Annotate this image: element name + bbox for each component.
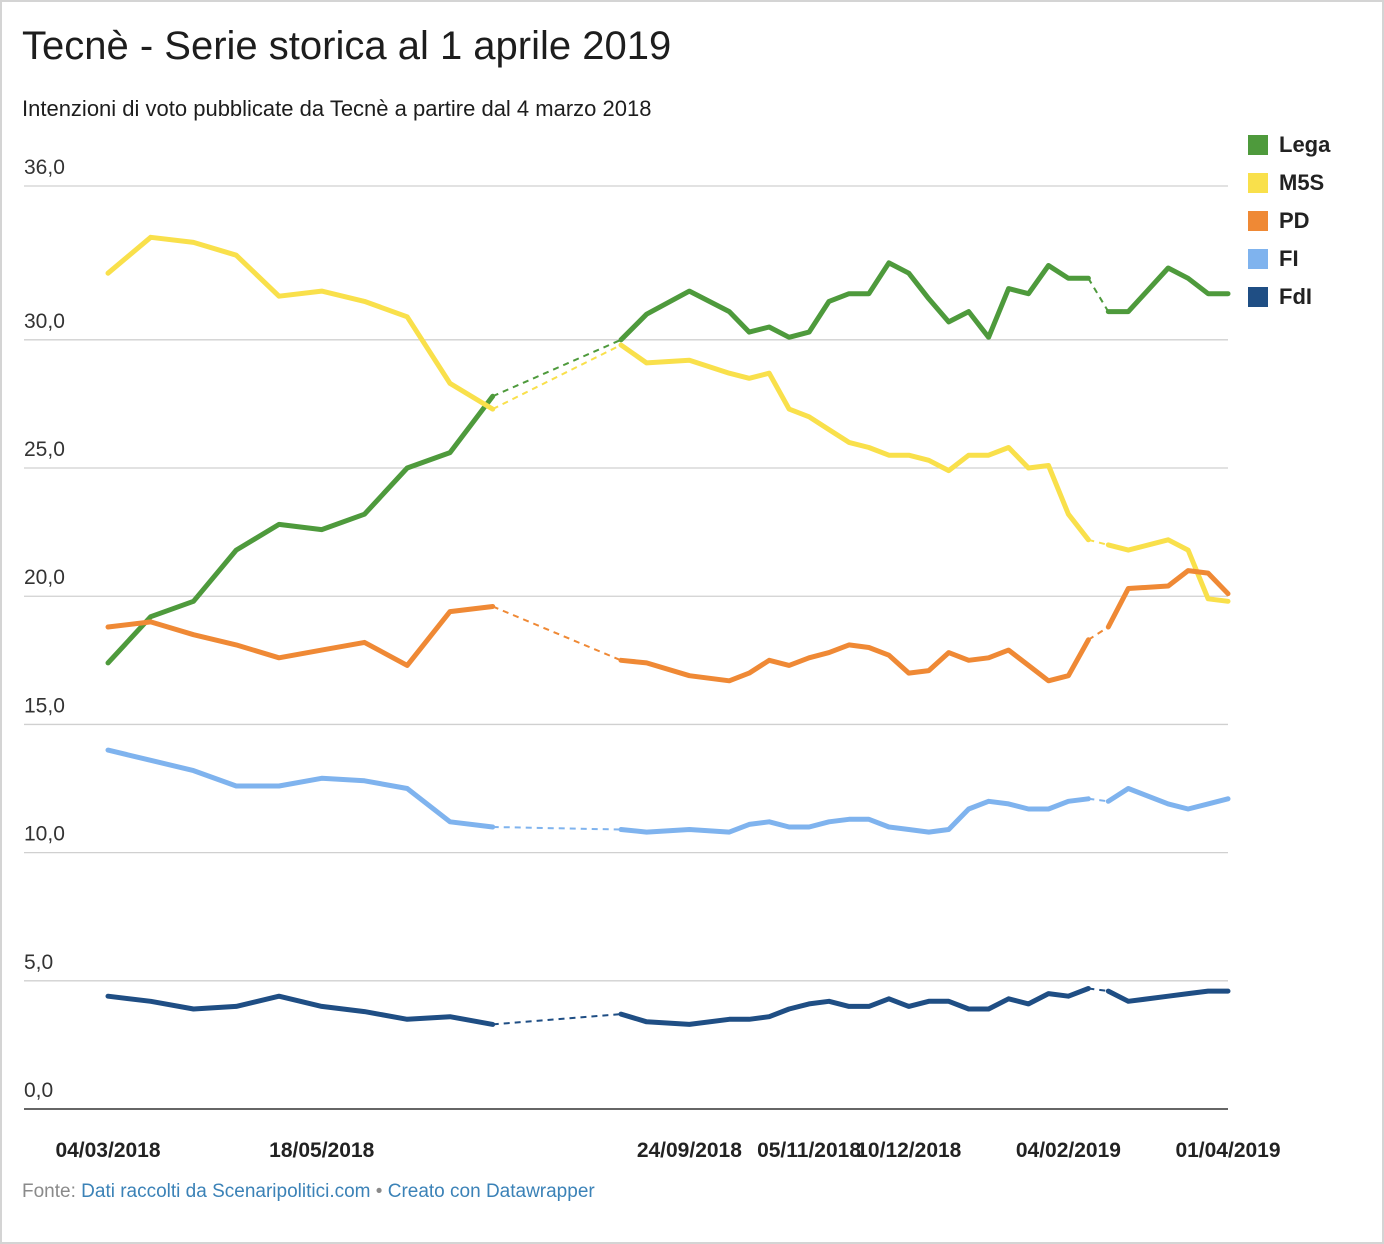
series-gap-m5s xyxy=(1088,538,1109,546)
y-tick-label: 30,0 xyxy=(24,310,65,333)
legend-label: FdI xyxy=(1279,284,1312,309)
legend-item-m5s: M5S xyxy=(1248,164,1330,202)
y-tick-label: 36,0 xyxy=(24,156,65,179)
series-line-fdi xyxy=(1105,988,1231,1004)
legend-item-lega: Lega xyxy=(1248,126,1330,164)
series-line-lega xyxy=(1105,265,1231,315)
series-line-pd xyxy=(105,604,496,668)
legend-item-fi: FI xyxy=(1248,240,1330,278)
series-line-pd xyxy=(1105,568,1231,630)
series-gap-pd xyxy=(492,605,622,662)
y-tick-label: 10,0 xyxy=(24,823,65,846)
series-gap-fi xyxy=(1088,797,1109,803)
y-tick-label: 25,0 xyxy=(24,438,65,461)
y-tick-label: 5,0 xyxy=(24,951,53,974)
y-tick-label: 15,0 xyxy=(24,694,65,717)
x-axis: 04/03/2018 18/05/2018 24/09/2018 05/11/2018… xyxy=(55,1139,1280,1162)
series-fi xyxy=(105,747,1231,835)
chart-title: Tecnè - Serie storica al 1 aprile 2019 xyxy=(22,24,672,68)
legend: Lega M5S PD FI FdI xyxy=(1248,126,1330,316)
legend-swatch xyxy=(1248,287,1268,307)
series-m5s xyxy=(105,234,1231,604)
gridlines: 0,0 5,0 10,0 15,0 20,0 25,0 30,0 36,0 xyxy=(24,156,1228,1110)
series-line-fi xyxy=(105,747,496,830)
x-tick-label: 24/09/2018 xyxy=(637,1139,742,1162)
legend-label: PD xyxy=(1279,208,1310,233)
x-tick-label: 05/11/2018 xyxy=(757,1139,861,1162)
series-line-fi xyxy=(618,796,1091,835)
legend-label: Lega xyxy=(1279,132,1331,157)
source-tool-link[interactable]: Creato con Datawrapper xyxy=(387,1181,595,1202)
series-pd xyxy=(105,568,1231,684)
x-tick-label: 04/02/2019 xyxy=(1016,1139,1121,1162)
source-line: Fonte: Dati raccolti da Scenaripolitici.… xyxy=(22,1181,595,1203)
series-gap-m5s xyxy=(492,344,622,410)
series-lega xyxy=(105,260,1231,666)
series-gap-fdi xyxy=(1088,987,1109,993)
x-tick-label: 10/12/2018 xyxy=(856,1139,961,1162)
legend-item-pd: PD xyxy=(1248,202,1330,240)
chart-subtitle: Intenzioni di voto pubblicate da Tecnè a… xyxy=(22,96,652,121)
legend-item-fdi: FdI xyxy=(1248,278,1330,316)
series-gap-lega xyxy=(492,338,622,398)
legend-swatch xyxy=(1248,249,1268,269)
legend-swatch xyxy=(1248,211,1268,231)
legend-swatch xyxy=(1248,135,1268,155)
x-tick-label: 18/05/2018 xyxy=(269,1139,374,1162)
series-gap-fi xyxy=(492,825,621,831)
series-gap-lega xyxy=(1087,277,1110,313)
series-line-lega xyxy=(618,260,1091,343)
series-line-fdi xyxy=(105,993,496,1027)
series-gap-pd xyxy=(1087,626,1109,641)
source-separator: • xyxy=(375,1181,383,1202)
legend-label: FI xyxy=(1279,246,1299,271)
source-data-link[interactable]: Dati raccolti da Scenaripolitici.com xyxy=(81,1181,371,1202)
legend-label: M5S xyxy=(1279,170,1325,195)
series-line-fi xyxy=(1105,786,1231,812)
series-line-fdi xyxy=(618,986,1091,1027)
series-lines xyxy=(105,234,1231,1027)
series-gap-fdi xyxy=(492,1013,622,1026)
series-line-m5s xyxy=(1105,537,1231,604)
series-line-lega xyxy=(105,393,496,666)
y-tick-label: 0,0 xyxy=(24,1079,53,1102)
series-line-pd xyxy=(618,637,1091,684)
source-prefix: Fonte: xyxy=(22,1181,76,1202)
series-fdi xyxy=(105,986,1231,1027)
x-tick-label: 04/03/2018 xyxy=(55,1139,160,1162)
y-tick-label: 20,0 xyxy=(24,566,65,589)
x-tick-label: 01/04/2019 xyxy=(1175,1139,1280,1162)
series-line-m5s xyxy=(105,234,496,412)
series-line-m5s xyxy=(618,342,1091,543)
legend-swatch xyxy=(1248,173,1268,193)
